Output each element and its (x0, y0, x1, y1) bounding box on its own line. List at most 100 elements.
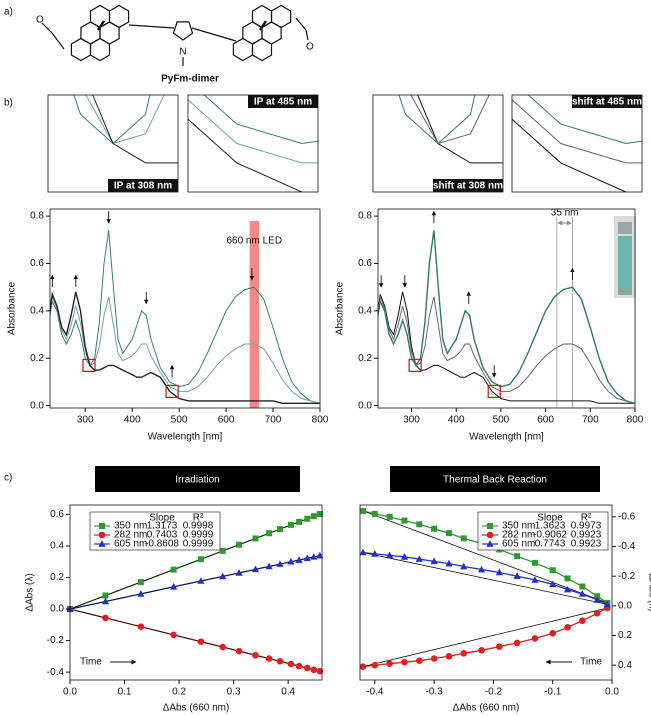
legend-marker (486, 540, 494, 547)
data-point (477, 565, 486, 573)
data-point (371, 550, 379, 557)
bond (128, 24, 175, 29)
plot-frame (49, 208, 321, 409)
data-point (430, 655, 438, 662)
data-point (170, 566, 177, 573)
y-tick-label: -0.4 (618, 541, 636, 552)
legend-slope: -0.8608 (145, 539, 179, 550)
x-tick-label: 300 (403, 415, 420, 426)
ring (89, 37, 111, 62)
inset-plot (73, 95, 178, 164)
x-tick-label: 0.1 (118, 687, 132, 698)
data-point (303, 554, 311, 562)
y-tick-label: 0.2 (50, 572, 64, 583)
y-tick-label: 0.0 (618, 600, 632, 611)
data-point (170, 583, 178, 590)
x-tick-label: 0.2 (172, 687, 186, 698)
data-point (252, 535, 259, 542)
data-point (445, 559, 453, 567)
x-tick-label: 800 (312, 415, 329, 426)
y-tick-label: 0.8 (30, 211, 44, 222)
plot-frame (377, 208, 636, 409)
data-point (579, 617, 586, 624)
data-point (513, 639, 521, 647)
y-tick-label: 0.8 (358, 211, 372, 222)
data-point (102, 614, 109, 622)
x-tick-label: 600 (218, 415, 235, 426)
x-tick-label: 800 (627, 415, 644, 426)
bond (97, 20, 105, 31)
y-tick-label: -0.2 (47, 635, 65, 646)
spectrum-line (378, 291, 635, 404)
inset-label-bg (572, 95, 642, 108)
data-point (236, 541, 243, 548)
data-point (170, 631, 177, 639)
legend-marker (99, 523, 105, 529)
legend-label: 350 nm (114, 521, 147, 532)
data-point (460, 535, 467, 542)
panel-label: c) (4, 473, 12, 484)
data-point (564, 575, 571, 582)
cuvette-photo (614, 216, 636, 298)
legend-r2: 0.9973 (571, 521, 602, 532)
legend-r2: 0.9998 (183, 521, 214, 532)
legend-slope: 0.7743 (535, 539, 566, 550)
legend-header: Slope (537, 513, 563, 524)
legend-marker (98, 540, 106, 547)
legend-box (477, 511, 609, 551)
data-point (531, 559, 538, 566)
data-point (359, 548, 367, 556)
data-point (310, 513, 317, 520)
band-label: 660 nm LED (226, 236, 282, 247)
data-point (371, 510, 378, 517)
data-point (304, 515, 311, 522)
inset-label-bg (248, 95, 318, 108)
data-point (219, 572, 227, 580)
x-tick-label: 500 (493, 415, 510, 426)
bond (191, 27, 237, 42)
legend-slope: 1.3173 (147, 521, 178, 532)
data-point (101, 597, 110, 605)
inset-label: shift at 485 nm (572, 97, 642, 108)
plot-frame (69, 504, 323, 681)
x-tick-label: -0.4 (366, 687, 384, 698)
data-point (460, 650, 468, 657)
inset-line (85, 95, 165, 145)
x-tick-label: 700 (582, 415, 599, 426)
bond (51, 32, 65, 50)
legend-marker (98, 531, 106, 539)
bond (305, 29, 309, 41)
data-point (386, 513, 393, 520)
data-point (359, 507, 366, 514)
legend-header: R² (193, 513, 204, 524)
y-tick-label: 0.0 (30, 400, 44, 411)
y-tick-label: 0.6 (358, 258, 372, 269)
legend-r2: 0.9999 (183, 530, 214, 541)
spectrum-line (378, 296, 635, 404)
data-point (401, 517, 408, 524)
time-label: Time (580, 657, 602, 668)
highlight-band (249, 221, 259, 408)
legend-header: R² (581, 513, 592, 524)
data-point (235, 569, 243, 576)
spectrum-line (50, 294, 320, 404)
spectrum-line (50, 230, 320, 404)
x-tick-label: -0.2 (485, 687, 503, 698)
data-point (549, 580, 557, 588)
data-point (603, 600, 611, 608)
data-point (219, 643, 227, 651)
data-point (431, 525, 438, 532)
data-point (197, 638, 205, 645)
panel-label: b) (4, 98, 13, 109)
data-point (593, 596, 601, 603)
x-tick-label: 300 (77, 415, 94, 426)
atom-label: O (306, 42, 314, 53)
data-point (219, 547, 226, 554)
atom-label: O (36, 15, 44, 26)
data-point (430, 557, 438, 565)
legend-header: Slope (149, 513, 175, 524)
inset-label: shift at 308 nm (433, 181, 503, 192)
inset-line (417, 95, 503, 164)
data-point (415, 657, 423, 665)
y-tick-label: 0.0 (358, 400, 372, 411)
